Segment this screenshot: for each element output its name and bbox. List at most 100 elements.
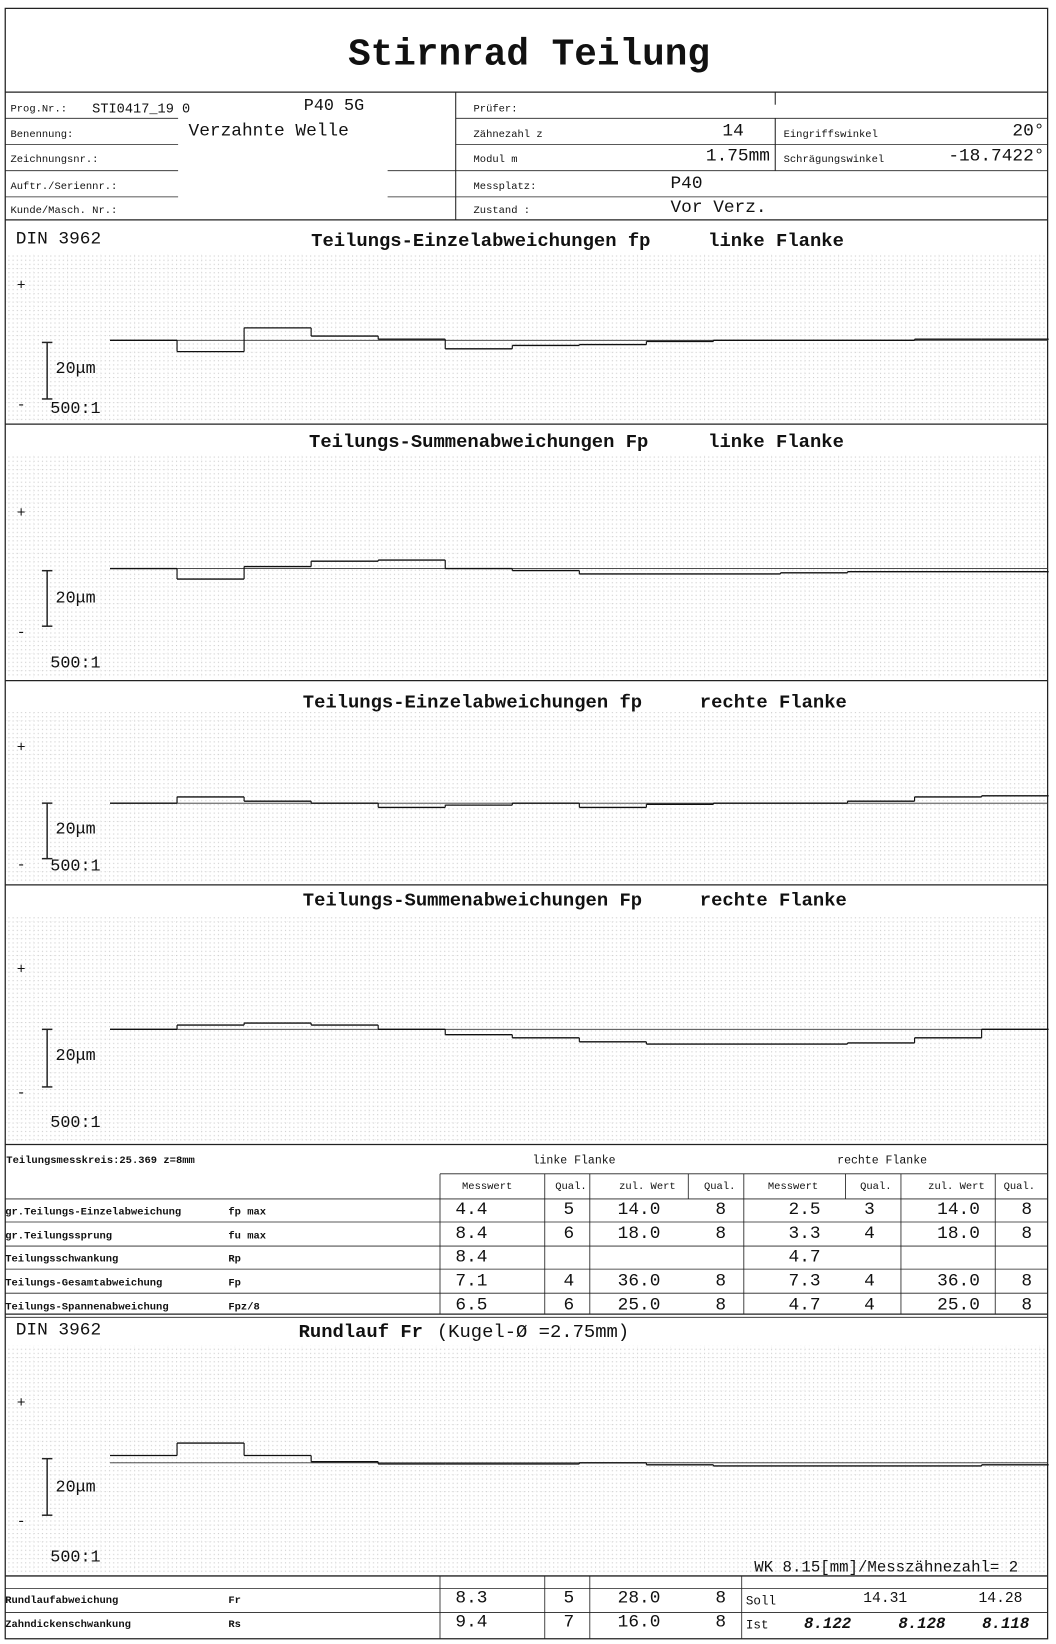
cell-value: 4 <box>864 1271 875 1291</box>
cell-value: 5 <box>564 1200 575 1220</box>
cell-value: 3 <box>864 1200 875 1220</box>
row-symbol: Rp <box>228 1253 241 1265</box>
cell-value: 8 <box>1021 1224 1032 1244</box>
row-symbol: fp max <box>228 1206 266 1218</box>
cell-value: 8.4 <box>455 1224 487 1244</box>
cell-value: 7 <box>564 1613 575 1633</box>
cell-value: 8 <box>715 1271 726 1291</box>
field-label: Auftr./Seriennr.: <box>10 181 117 193</box>
row-label: Teilungs-Gesamtabweichung <box>5 1278 162 1290</box>
row-symbol: Fpz/8 <box>228 1302 259 1314</box>
cell-value: 16.0 <box>618 1613 661 1633</box>
plus-sign: + <box>17 963 26 979</box>
cell-value: 36.0 <box>937 1271 980 1291</box>
scale-label: 20μm <box>56 360 96 379</box>
cell-value: 18.0 <box>618 1224 661 1244</box>
chart-flank: linke Flanke <box>708 431 844 453</box>
cell-value: 8 <box>715 1589 726 1609</box>
cell-value: 28.0 <box>618 1589 661 1609</box>
chart-title: Teilungs-Summenabweichungen Fp <box>309 431 648 453</box>
chart-title: Teilungs-Summenabweichungen Fp <box>303 890 642 912</box>
minus-sign: - <box>17 858 26 874</box>
cell-value: 8 <box>715 1295 726 1315</box>
cell-value: 6.5 <box>455 1295 487 1315</box>
field-label: Messplatz: <box>474 181 537 193</box>
cell-value: 18.0 <box>937 1224 980 1244</box>
ratio-label: 500:1 <box>50 1114 100 1133</box>
field-label: Zustand : <box>474 205 531 217</box>
field-value: 14 <box>722 122 743 142</box>
row-label: Zahndickenschwankung <box>5 1619 131 1631</box>
cell-value: 2.5 <box>789 1200 821 1220</box>
field-label: Modul m <box>474 154 518 166</box>
chart-grid <box>6 253 1047 422</box>
group-label: rechte Flanke <box>837 1154 927 1167</box>
chart-flank: rechte Flanke <box>700 692 847 714</box>
field-value: Verzahnte Welle <box>189 122 349 142</box>
plus-sign: + <box>17 506 26 522</box>
row-label: gr.Teilungssprung <box>5 1230 112 1242</box>
cell-value: 7.1 <box>455 1271 487 1291</box>
field-label: Benennung: <box>10 129 73 141</box>
cell-value: 8 <box>715 1224 726 1244</box>
row-symbol: Rs <box>228 1619 241 1631</box>
cell-value: 4.7 <box>789 1295 821 1315</box>
soll-value: 14.31 <box>863 1591 907 1607</box>
cell-value: 6 <box>564 1224 575 1244</box>
cell-value: 8 <box>715 1613 726 1633</box>
cell-value: 25.0 <box>937 1295 980 1315</box>
column-header: Messwert <box>462 1181 512 1193</box>
cell-value: 4 <box>864 1295 875 1315</box>
row-label: gr.Teilungs-Einzelabweichung <box>5 1206 181 1218</box>
chart-flank: rechte Flanke <box>700 890 847 912</box>
field-label: Kunde/Masch. Nr.: <box>10 205 117 217</box>
cell-value: 7.3 <box>789 1271 821 1291</box>
minus-sign: - <box>17 1086 26 1102</box>
cell-value: 6 <box>564 1295 575 1315</box>
cell-value: 5 <box>564 1589 575 1609</box>
chart-title: Rundlauf Fr <box>299 1321 423 1343</box>
standard-label: DIN 3962 <box>16 229 101 249</box>
cell-value: 8 <box>1021 1200 1032 1220</box>
field-label: Prüfer: <box>474 104 518 116</box>
field-value: P40 <box>670 174 702 194</box>
field-value: Vor Verz. <box>670 198 766 218</box>
field-label: Zähnezahl z <box>474 129 543 141</box>
soll-value: 14.28 <box>978 1591 1022 1607</box>
chart-flank: linke Flanke <box>708 230 844 252</box>
ist-label: Ist <box>746 1618 769 1632</box>
ist-value: 8.118 <box>982 1615 1030 1633</box>
column-header: Qual. <box>1004 1181 1035 1193</box>
cell-value: 8.3 <box>455 1589 487 1609</box>
standard-label: DIN 3962 <box>16 1321 101 1341</box>
chart-grid <box>6 712 1047 883</box>
ratio-label: 500:1 <box>50 400 100 419</box>
cell-value: 14.0 <box>937 1200 980 1220</box>
ist-value: 8.122 <box>804 1615 852 1633</box>
scale-label: 20μm <box>56 1047 96 1066</box>
column-header: zul. Wert <box>928 1181 985 1193</box>
row-symbol: Fr <box>228 1595 241 1607</box>
group-label: linke Flanke <box>533 1154 616 1167</box>
column-header: Qual. <box>555 1181 586 1193</box>
row-symbol: fu max <box>228 1230 266 1242</box>
ratio-label: 500:1 <box>50 1549 100 1568</box>
ratio-label: 500:1 <box>50 654 100 673</box>
minus-sign: - <box>17 625 26 641</box>
row-label: Rundlaufabweichung <box>5 1595 118 1607</box>
row-label: Teilungsschwankung <box>5 1253 118 1265</box>
column-header: zul. Wert <box>619 1181 676 1193</box>
field-label: Eingriffswinkel <box>784 129 878 141</box>
cell-value: 8 <box>1021 1295 1032 1315</box>
report-title: Stirnrad Teilung <box>348 34 710 76</box>
cell-value: 4 <box>864 1224 875 1244</box>
minus-sign: - <box>17 398 26 414</box>
scale-label: 20μm <box>56 589 96 608</box>
column-header: Qual. <box>860 1181 891 1193</box>
field-value: 20° <box>1012 122 1044 142</box>
row-symbol: Fp <box>228 1278 241 1290</box>
cell-value: 3.3 <box>789 1224 821 1244</box>
